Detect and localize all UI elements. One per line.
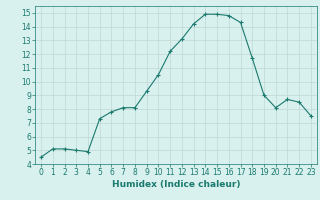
X-axis label: Humidex (Indice chaleur): Humidex (Indice chaleur)	[112, 180, 240, 189]
